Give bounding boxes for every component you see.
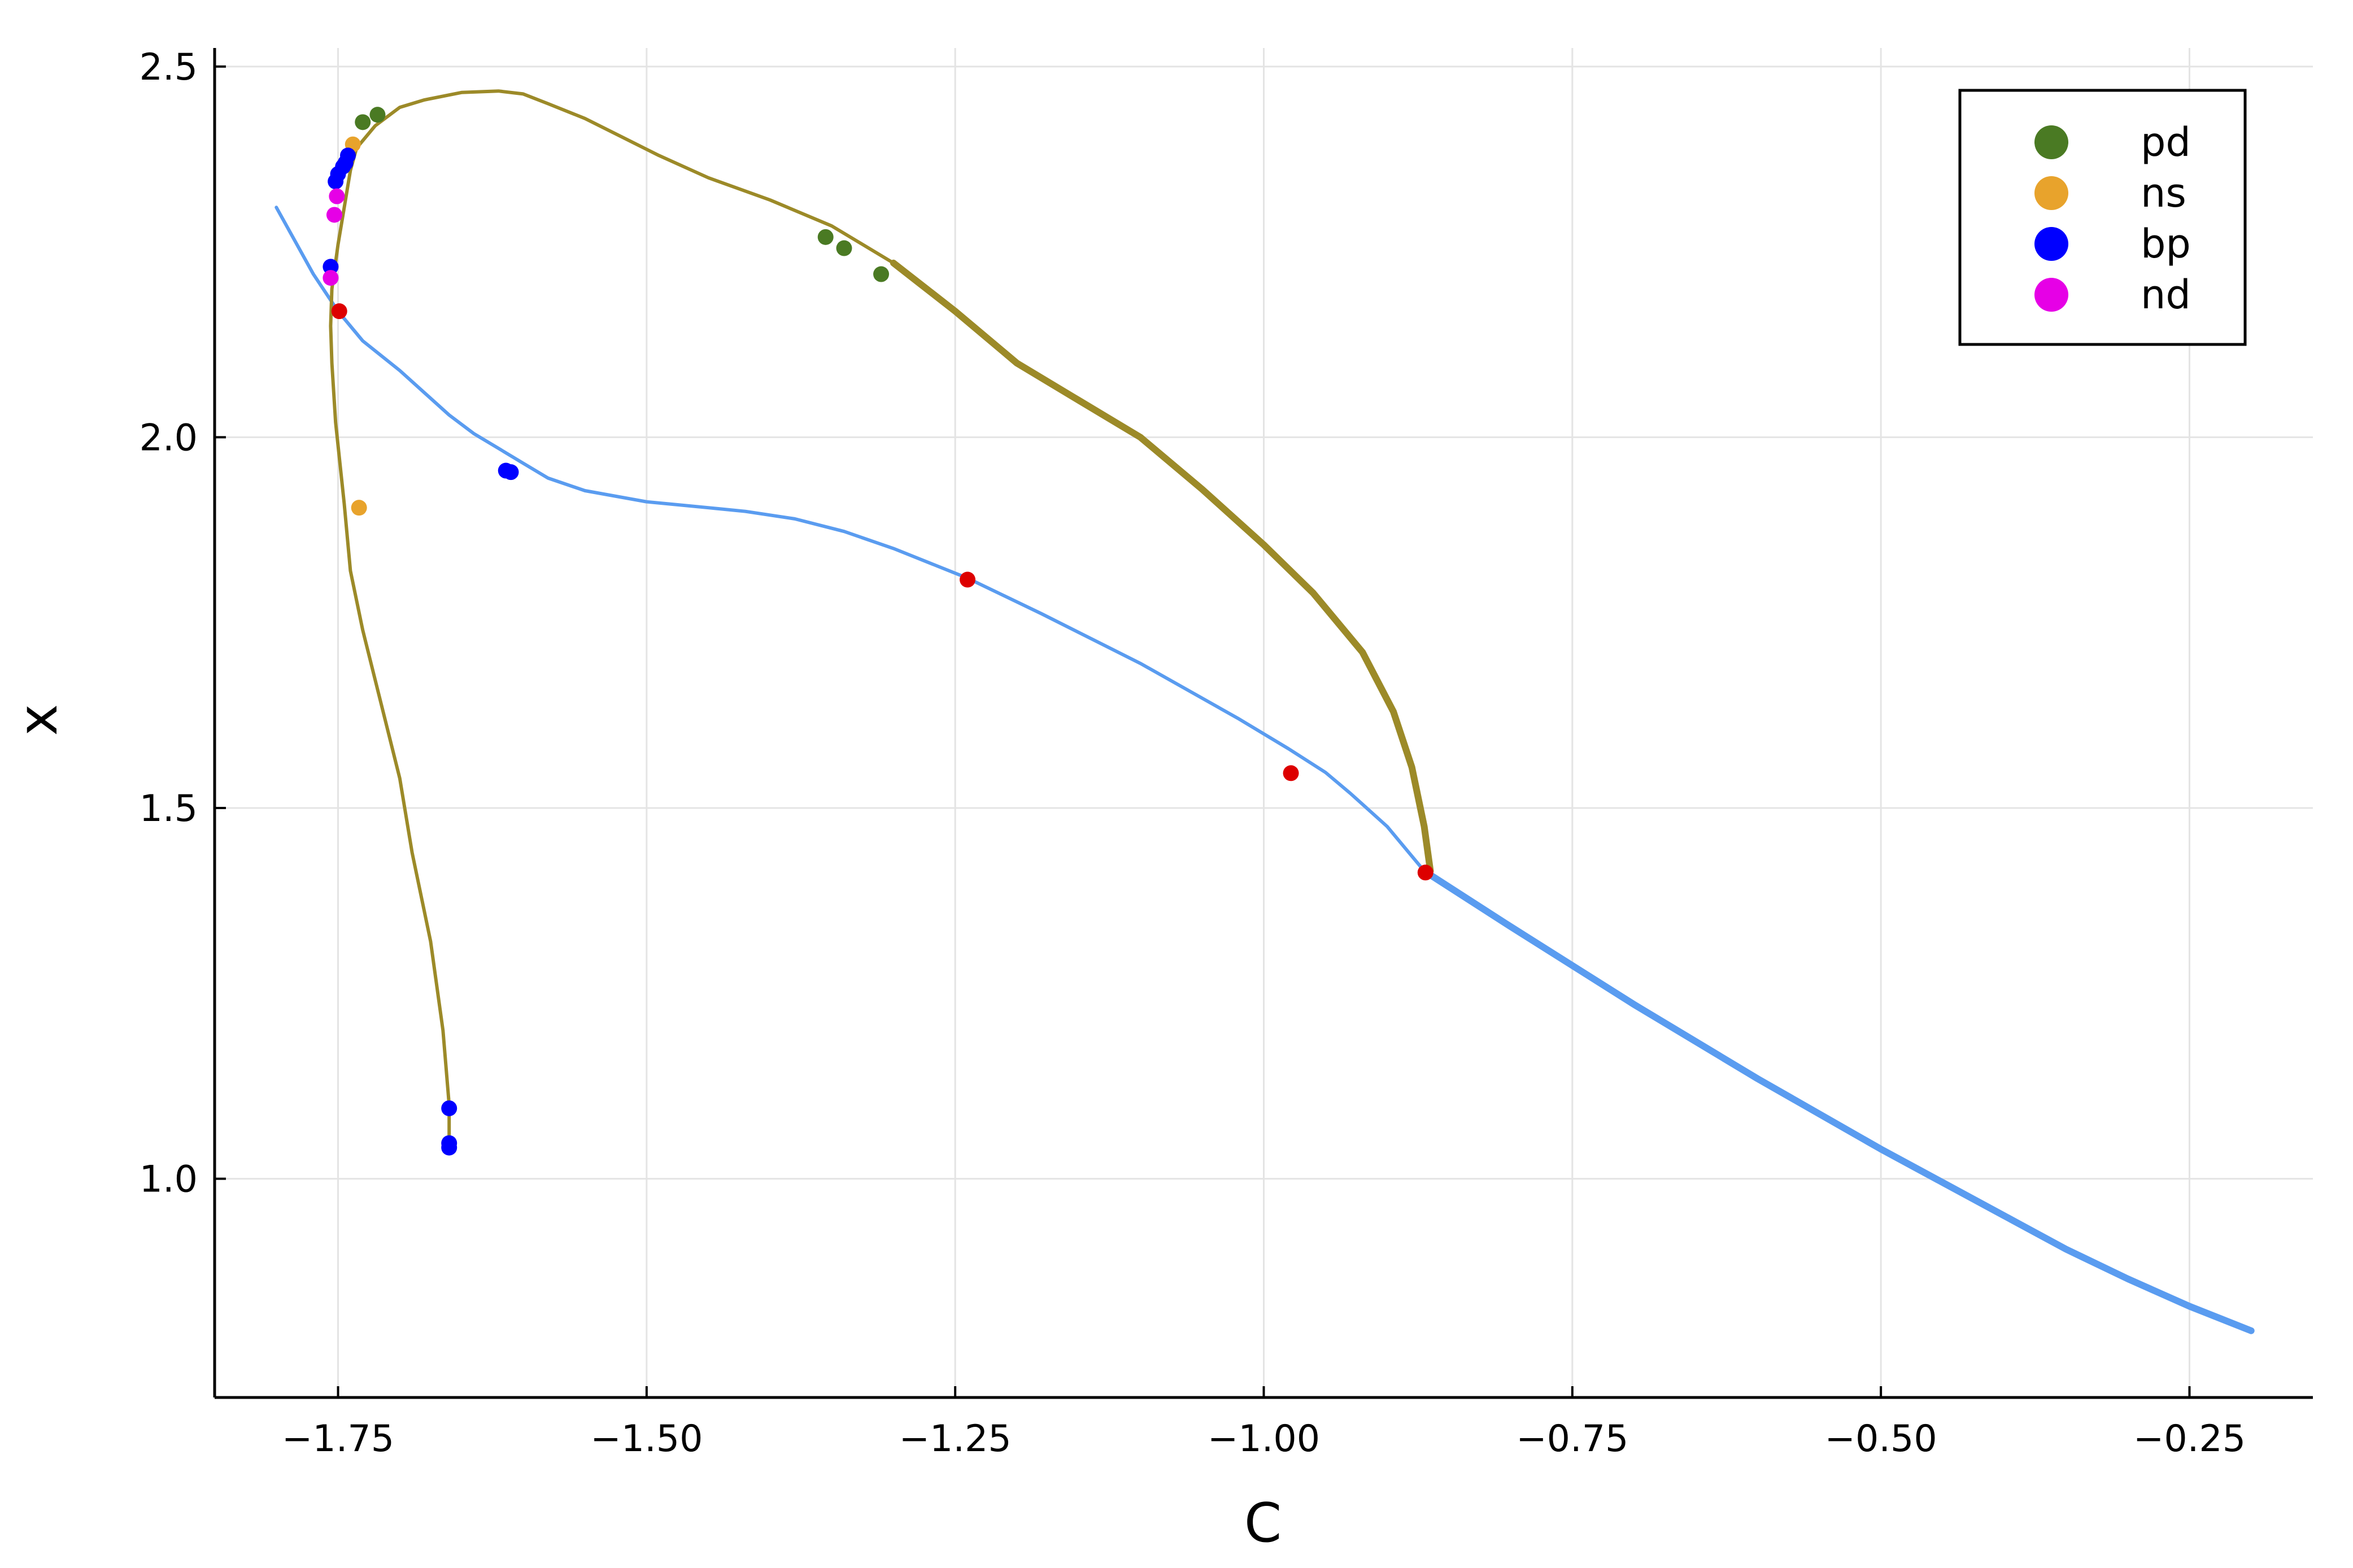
pd-point: [369, 107, 386, 123]
x-tick-label: −1.50: [590, 1418, 703, 1460]
nd-point: [323, 270, 339, 286]
blue-branch-line: [1420, 867, 2255, 1334]
y-axis-title: x: [7, 704, 69, 736]
ns-point: [351, 500, 367, 516]
pd-point: [873, 266, 890, 282]
special-point: [1283, 765, 1299, 781]
x-tick-label: −0.25: [2133, 1418, 2246, 1460]
y-tick-label: 2.0: [140, 417, 198, 459]
pd-point: [817, 229, 834, 245]
tick-labels: −1.75 −1.50 −1.25 −1.00 −0.75 −0.50 −0.25 1.0 1.…: [140, 46, 2246, 1460]
pd-point: [355, 114, 371, 130]
legend-marker-nd: [2034, 278, 2068, 312]
bp-point: [503, 464, 519, 481]
special-point: [960, 571, 976, 588]
x-tick-label: −1.75: [282, 1418, 394, 1460]
nd-point: [326, 207, 342, 223]
special-points: [323, 107, 1433, 1156]
bp-point: [441, 1100, 457, 1116]
legend: pd ns bp nd: [1958, 89, 2247, 346]
bp-point: [323, 259, 339, 275]
legend-label-bp: bp: [2141, 221, 2191, 267]
y-tick-label: 1.5: [140, 788, 198, 830]
legend-box: [1958, 89, 2247, 346]
y-tick-label: 2.5: [140, 46, 198, 89]
blue-branch-line: [274, 206, 1426, 873]
grid-lines: [215, 48, 2313, 1397]
x-tick-label: −0.50: [1825, 1418, 1937, 1460]
bp-point: [330, 166, 346, 182]
x-tick-label: −0.75: [1516, 1418, 1628, 1460]
olive-branch-line: [890, 259, 1434, 875]
x-tick-label: −1.00: [1208, 1418, 1320, 1460]
axes: [213, 48, 2313, 1399]
pd-point: [836, 240, 852, 256]
bp-point: [337, 155, 354, 171]
olive-branch-line: [329, 89, 895, 1151]
x-tick-label: −1.25: [899, 1418, 1012, 1460]
legend-label-nd: nd: [2141, 272, 2191, 318]
legend-label-ns: ns: [2141, 170, 2186, 216]
nd-point: [329, 188, 345, 204]
legend-marker-ns: [2034, 176, 2068, 210]
special-point: [1417, 864, 1433, 881]
y-tick-label: 1.0: [140, 1159, 198, 1201]
bp-point: [441, 1139, 457, 1156]
legend-marker-bp: [2034, 227, 2068, 261]
series-lines: [274, 89, 2255, 1334]
legend-marker-pd: [2034, 125, 2068, 159]
legend-label-pd: pd: [2141, 119, 2191, 165]
special-point: [331, 303, 347, 320]
x-axis-title: C: [1244, 1492, 1282, 1554]
